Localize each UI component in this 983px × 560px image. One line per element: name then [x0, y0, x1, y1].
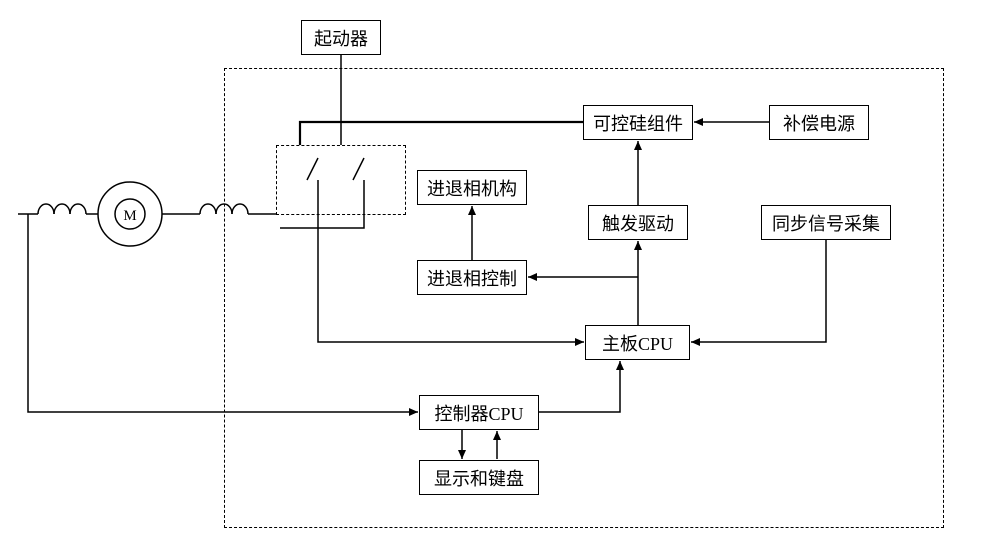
- scr-module-box: 可控硅组件: [583, 105, 693, 140]
- main-cpu-box: 主板CPU: [585, 325, 690, 360]
- ctrl-cpu-box: 控制器CPU: [419, 395, 539, 430]
- ctrl-cpu-label: 控制器CPU: [434, 400, 523, 426]
- phase-ctrl-box: 进退相控制: [417, 260, 527, 295]
- phase-mech-label: 进退相机构: [427, 175, 517, 201]
- sync-signal-box: 同步信号采集: [761, 205, 891, 240]
- comp-power-box: 补偿电源: [769, 105, 869, 140]
- dashed-inner-switch-area: [276, 145, 406, 215]
- comp-power-label: 补偿电源: [783, 110, 855, 136]
- starter-box: 起动器: [301, 20, 381, 55]
- main-cpu-label: 主板CPU: [602, 330, 673, 356]
- display-kb-label: 显示和键盘: [434, 465, 524, 491]
- phase-ctrl-label: 进退相控制: [427, 265, 517, 291]
- motor-label: M: [123, 208, 136, 224]
- trigger-drive-label: 触发驱动: [602, 210, 674, 236]
- trigger-drive-box: 触发驱动: [588, 205, 688, 240]
- sync-signal-label: 同步信号采集: [772, 210, 880, 236]
- phase-mech-box: 进退相机构: [417, 170, 527, 205]
- display-kb-box: 显示和键盘: [419, 460, 539, 495]
- scr-module-label: 可控硅组件: [593, 110, 683, 136]
- starter-label: 起动器: [314, 25, 368, 51]
